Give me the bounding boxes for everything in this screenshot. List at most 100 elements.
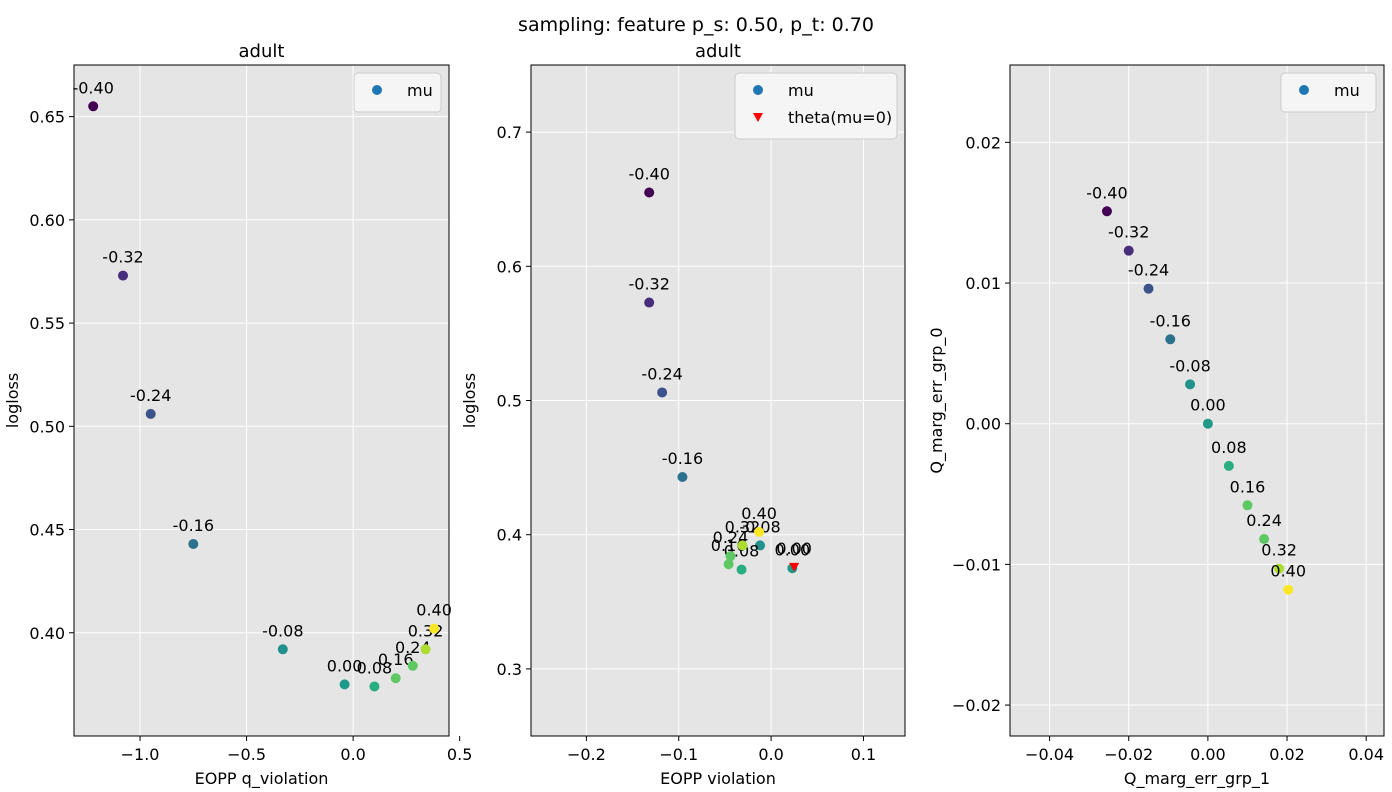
scatter-point [736, 564, 747, 575]
x-tick-label: −1.0 [121, 745, 160, 764]
point-annotation: 0.00 [776, 539, 812, 558]
scatter-point [1283, 584, 1294, 595]
y-tick-label: 0.3 [497, 660, 522, 679]
x-tick-label: −0.2 [567, 745, 606, 764]
panels: −1.0 −0.5 0.0 0.5 0.40 0.45 0.50 0.55 0.60 0.65 ad… [3, 41, 1385, 789]
y-tick-label: 0.00 [965, 415, 1001, 434]
point-annotation: 0.32 [1261, 541, 1297, 560]
x-tick-label: 0.0 [340, 745, 365, 764]
point-annotation: 0.32 [725, 517, 761, 536]
scatter-point [145, 408, 156, 419]
point-annotation: -0.40 [72, 78, 113, 97]
scatter-point [188, 538, 199, 549]
y-tick-label: 0.50 [29, 417, 65, 436]
legend-marker-circle [1299, 85, 1309, 95]
scatter-point [1259, 534, 1270, 545]
point-annotation: 0.16 [1230, 477, 1266, 496]
y-tick-label: 0.60 [29, 211, 65, 230]
scatter-point [1143, 283, 1154, 294]
x-axis-label: EOPP violation [660, 769, 776, 788]
y-tick-label: 0.02 [965, 133, 1001, 152]
y-axis-label: Q_marg_err_grp_0 [927, 327, 947, 473]
point-annotation: -0.32 [102, 248, 143, 267]
plot-area [74, 65, 449, 736]
scatter-point [677, 471, 688, 482]
chart-panel-2: −0.2 −0.1 0.0 0.1 0.3 0.4 0.5 0.6 0.7 adult EOPP v… [460, 41, 906, 788]
scatter-point [88, 101, 99, 112]
point-annotation: -0.32 [628, 275, 669, 294]
point-annotation: -0.24 [1128, 261, 1169, 280]
scatter-point [1202, 418, 1213, 429]
point-annotation: 0.40 [416, 601, 452, 620]
plot-area [1010, 65, 1384, 736]
chart-panel-1: −1.0 −0.5 0.0 0.5 0.40 0.45 0.50 0.55 0.60 0.65 ad… [3, 41, 472, 789]
y-tick-label: −0.02 [952, 696, 1001, 715]
scatter-point [420, 644, 431, 655]
point-annotation: 0.16 [711, 536, 747, 555]
point-annotation: -0.16 [1150, 311, 1191, 330]
scatter-point [754, 527, 765, 538]
y-tick-label: 0.6 [497, 257, 522, 276]
y-axis-label: logloss [460, 373, 479, 428]
point-annotation: 0.24 [1246, 511, 1282, 530]
y-tick-label: 0.45 [29, 521, 65, 540]
legend-frame [353, 72, 442, 113]
x-tick-label: 0.5 [447, 745, 472, 764]
point-annotation: 0.00 [327, 656, 363, 675]
x-tick-label: −0.04 [1025, 745, 1074, 764]
point-annotation: -0.08 [739, 517, 780, 536]
legend-frame [734, 72, 898, 140]
scatter-point [1185, 379, 1196, 390]
y-axis-label: logloss [3, 373, 22, 428]
scatter-point [644, 187, 655, 198]
point-annotation: -0.16 [173, 516, 214, 535]
scatter-point [429, 623, 440, 634]
scatter-point [723, 559, 734, 570]
scatter-point [407, 660, 418, 671]
point-annotation: -0.24 [641, 364, 682, 383]
legend-label: mu [788, 81, 814, 100]
x-axis-label: Q_marg_err_grp_1 [1124, 769, 1270, 789]
legend-label: mu [407, 81, 433, 100]
x-tick-label: 0.0 [758, 745, 783, 764]
scatter-point [644, 297, 655, 308]
legend-marker-circle [753, 85, 763, 95]
x-tick-label: 0.02 [1269, 745, 1305, 764]
legend-marker-triangle [753, 113, 763, 122]
point-annotation: 0.00 [775, 540, 811, 559]
x-tick-label: 0.04 [1348, 745, 1384, 764]
y-tick-label: 0.5 [497, 392, 522, 411]
scatter-point [725, 551, 736, 562]
legend: mu [1280, 72, 1377, 113]
chart-title: adult [239, 41, 285, 62]
plot-frame [73, 64, 450, 737]
plot-frame [1009, 64, 1385, 737]
scatter-point [1165, 334, 1176, 345]
legend: mu theta(mu=0) [734, 72, 898, 140]
scatter-point [1123, 245, 1134, 256]
x-tick-label: 0.00 [1190, 745, 1226, 764]
legend: mu [353, 72, 442, 113]
scatter-point [369, 681, 380, 692]
theta-point-marker [789, 562, 800, 572]
scatter-point [1242, 500, 1253, 511]
legend-frame [1280, 72, 1377, 113]
legend-label: theta(mu=0) [788, 108, 892, 127]
scatter-point [1101, 206, 1112, 217]
scatter-point [755, 540, 766, 551]
chart-title: adult [695, 41, 741, 62]
figure-suptitle: sampling: feature p_s: 0.50, p_t: 0.70 [518, 14, 874, 36]
y-tick-label: 0.01 [965, 274, 1001, 293]
scatter-point [339, 679, 350, 690]
y-tick-label: 0.55 [29, 314, 65, 333]
point-annotation: 0.08 [1211, 438, 1247, 457]
plot-frame [530, 64, 906, 737]
scatter-point [737, 540, 748, 551]
y-tick-label: 0.4 [497, 526, 522, 545]
point-annotation: 0.00 [1190, 396, 1226, 415]
x-tick-label: 0.1 [851, 745, 876, 764]
y-tick-label: −0.01 [952, 555, 1001, 574]
point-annotation: -0.40 [628, 164, 669, 183]
scatter-point [1223, 460, 1234, 471]
